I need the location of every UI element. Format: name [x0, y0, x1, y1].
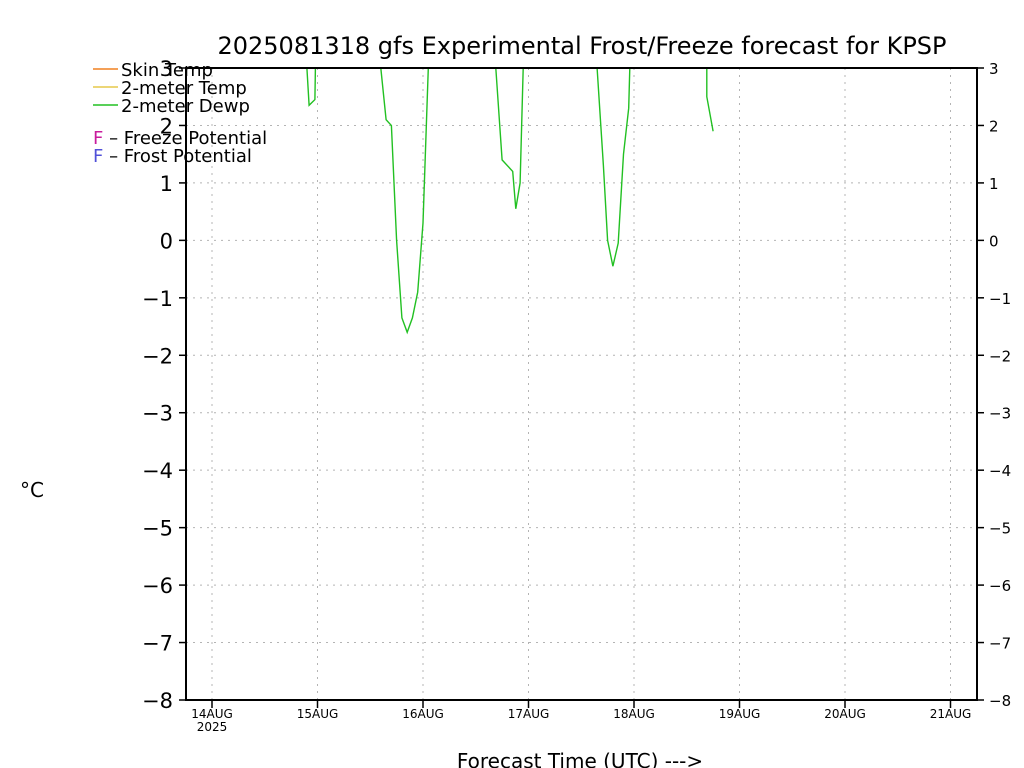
dewpoint-line-segment	[706, 68, 714, 132]
plot-frame	[185, 67, 978, 701]
legend-label: Skin Temp	[121, 60, 213, 81]
y-axis-label: °C	[20, 478, 44, 502]
y-tick-label-right: −1	[989, 290, 1011, 308]
gridlines	[186, 68, 977, 700]
potential-legend-entry: F – Frost Potential	[93, 146, 252, 167]
legend-label: 2-meter Dewp	[121, 96, 250, 117]
y-tick-label-left: −6	[142, 574, 173, 598]
potential-legend-entry: F – Freeze Potential	[93, 128, 267, 149]
y-tick-label-left: −1	[142, 287, 173, 311]
x-tick-label: 17AUG	[508, 707, 550, 721]
series-lines	[306, 67, 714, 335]
dewpoint-line-segment	[495, 67, 524, 209]
potential-legend-letter: F	[93, 128, 103, 149]
y-tick-label-right: −5	[989, 520, 1011, 538]
x-tick-label: 19AUG	[719, 707, 761, 721]
x-axis-label: Forecast Time (UTC) --->	[457, 749, 703, 768]
legend-label: 2-meter Temp	[121, 78, 247, 99]
y-tick-label-right: −6	[989, 577, 1011, 595]
x-tick-label: 16AUG	[402, 707, 444, 721]
y-tick-label-left: −5	[142, 517, 173, 541]
x-tick-label: 18AUG	[613, 707, 655, 721]
y-tick-label-right: −2	[989, 347, 1011, 365]
y-tick-label-left: −8	[142, 689, 173, 713]
dewpoint-line-segment	[306, 67, 317, 107]
chart-title: 2025081318 gfs Experimental Frost/Freeze…	[217, 32, 946, 60]
y-tick-label-left: 3	[160, 57, 173, 81]
y-tick-label-left: 1	[160, 172, 173, 196]
x-tick-label: 20AUG	[824, 707, 866, 721]
y-tick-label-right: −8	[989, 692, 1011, 710]
x-tick-year-label: 2025	[197, 720, 228, 734]
y-tick-label-right: 3	[989, 60, 999, 78]
y-tick-label-left: −2	[142, 344, 173, 368]
y-tick-label-left: −7	[142, 632, 173, 656]
x-ticks: 14AUG 15AUG 16AUG 17AUG 18AUG 19AUG 20AUG 21AUG	[191, 700, 971, 721]
x-tick-label: 21AUG	[930, 707, 972, 721]
dewpoint-line-segment	[596, 67, 631, 267]
potential-legend-text: – Frost Potential	[103, 146, 252, 167]
y-tick-label-right: −3	[989, 405, 1011, 423]
y-tick-label-left: 0	[160, 229, 173, 253]
y-tick-label-left: −3	[142, 402, 173, 426]
y-tick-label-right: 2	[989, 117, 999, 135]
y-ticks-left: 3 2 1 0 −1 −2 −3 −4 −5 −6 −7 −8	[142, 57, 186, 713]
dewpoint-line-segment	[380, 67, 429, 335]
x-tick-label: 15AUG	[297, 707, 339, 721]
potential-legend-text: – Freeze Potential	[103, 128, 267, 149]
x-tick-label: 14AUG	[191, 707, 233, 721]
y-tick-label-left: 2	[160, 114, 173, 138]
y-tick-label-left: −4	[142, 459, 173, 483]
y-tick-label-right: 0	[989, 232, 999, 250]
y-ticks-right: 3 2 1 0 −1 −2 −3 −4 −5 −6 −7 −8	[977, 60, 1011, 710]
y-tick-label-right: −7	[989, 635, 1011, 653]
y-tick-label-right: −4	[989, 462, 1011, 480]
potential-legend-letter: F	[93, 146, 103, 167]
y-tick-label-right: 1	[989, 175, 999, 193]
